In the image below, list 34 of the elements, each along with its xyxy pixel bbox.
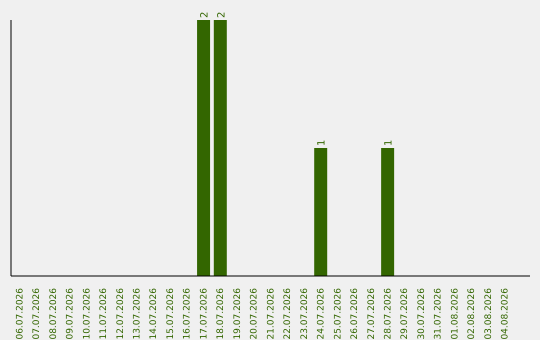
x-tick-label: 01.08.2026: [450, 288, 460, 340]
x-tick-label: 11.07.2026: [99, 288, 110, 340]
x-tick-label: 30.07.2026: [416, 288, 427, 340]
data-label: 2: [200, 12, 211, 18]
x-tick-label: 15.07.2026: [166, 288, 176, 340]
x-tick-label: 25.07.2026: [333, 288, 344, 340]
x-tick-label: 19.07.2026: [232, 288, 243, 340]
x-tick-label: 07.07.2026: [32, 288, 42, 340]
x-tick-label: 06.07.2026: [15, 288, 26, 340]
x-tick-label: 28.07.2026: [384, 288, 394, 340]
x-tick-label: 04.08.2026: [500, 288, 511, 340]
x-tick-label: 12.07.2026: [116, 288, 126, 340]
x-tick-label: 24.07.2026: [316, 288, 327, 340]
data-label: 1: [316, 140, 328, 146]
x-tick-label: 08.07.2026: [48, 288, 59, 340]
x-tick-label: 22.07.2026: [283, 288, 294, 340]
x-tick-label: 18.07.2026: [216, 288, 226, 340]
x-tick-label: 14.07.2026: [149, 288, 160, 340]
x-tick-label: 03.08.2026: [484, 288, 494, 340]
x-tick-label: 09.07.2026: [66, 288, 76, 340]
x-tick-label: 27.07.2026: [366, 288, 377, 340]
x-tick-label: 13.07.2026: [132, 288, 142, 340]
x-tick-label: 31.07.2026: [434, 288, 444, 340]
x-tick-label: 20.07.2026: [250, 288, 260, 340]
x-tick-label: 16.07.2026: [182, 288, 193, 340]
x-tick-label: 26.07.2026: [350, 288, 360, 340]
x-tick-label: 02.08.2026: [467, 288, 478, 340]
data-label: 1: [384, 140, 395, 146]
x-tick-label: 23.07.2026: [300, 288, 310, 340]
x-tick-label: 10.07.2026: [82, 288, 92, 340]
x-tick-label: 29.07.2026: [400, 288, 410, 340]
x-tick-label: 21.07.2026: [266, 288, 276, 340]
x-tick-label: 17.07.2026: [199, 288, 210, 340]
data-label: 2: [216, 12, 228, 18]
